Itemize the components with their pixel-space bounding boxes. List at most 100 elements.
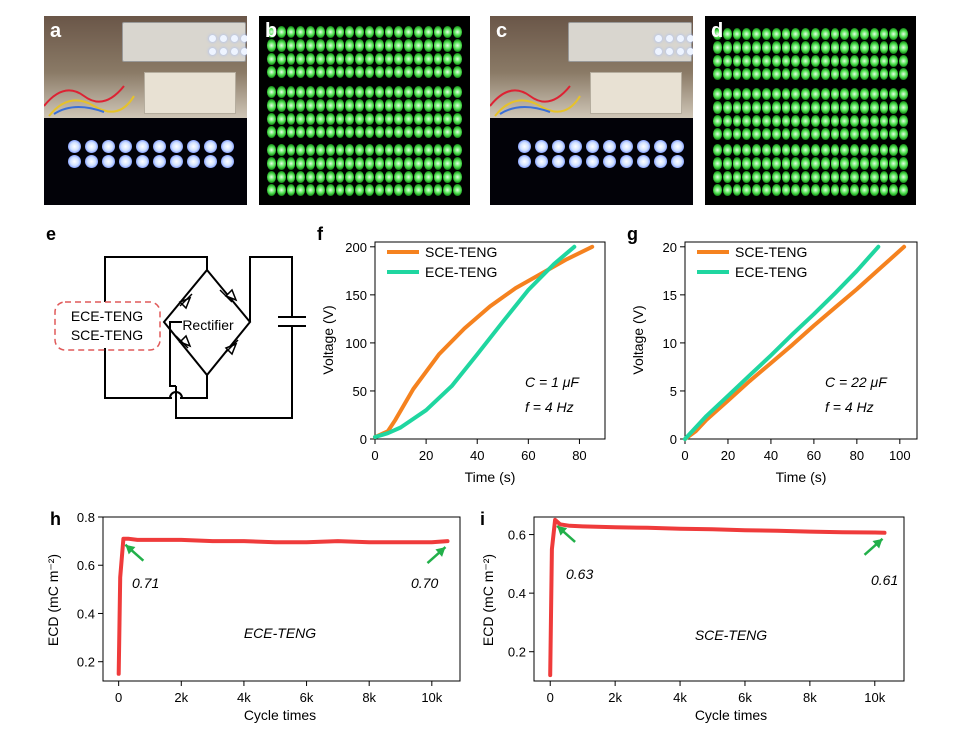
green-led [286,170,296,183]
green-led [433,157,443,170]
green-led [286,157,296,170]
green-led [345,65,355,78]
green-led [365,112,374,125]
green-led [860,157,869,170]
green-led [742,157,752,170]
blue-led [221,155,234,168]
blue-led [620,140,633,153]
green-led [732,101,742,114]
green-led [752,67,761,80]
green-led [325,65,335,78]
green-led [345,86,355,99]
green-led [781,144,791,157]
x-tick-label: 60 [807,448,821,463]
green-led [296,26,306,39]
green-led [869,28,879,41]
green-led [899,144,908,157]
green-led [752,54,761,67]
green-led [820,88,830,101]
green-led [840,41,850,54]
green-led [276,157,286,170]
panel-label-d: d [711,20,724,42]
green-led [296,183,306,196]
green-led [771,28,781,41]
green-led [771,101,781,114]
green-led [374,99,384,112]
blue-led [170,155,183,168]
panel-led [665,35,673,42]
green-led [820,144,830,157]
green-led [365,125,374,138]
green-led [899,157,908,170]
green-led [384,157,394,170]
green-led [443,39,453,52]
green-led [889,114,899,127]
green-led [267,39,276,52]
green-led [384,65,394,78]
green-led [404,99,413,112]
y-tick-label: 0.8 [77,510,95,525]
green-led [879,170,889,183]
blue-led [85,155,98,168]
annotation-f-f: f = 4 Hz [525,399,574,415]
green-led [453,99,462,112]
green-led [732,127,742,140]
green-led [276,112,286,125]
green-led [374,65,384,78]
x-tick-label: 8k [362,690,376,705]
green-led [781,28,791,41]
green-led [850,28,859,41]
green-led [860,28,869,41]
green-led [830,127,840,140]
circuit-teng-label-1: ECE-TENG [71,308,143,324]
green-led [781,183,791,196]
green-led [443,144,453,157]
green-led [296,52,306,65]
photo-setup-a [44,16,247,118]
green-led [365,52,374,65]
photo-panel-d: d [705,16,916,205]
xlabel-i: Cycle times [695,707,767,723]
green-led [276,52,286,65]
green-led [267,144,276,157]
blue-led [569,140,582,153]
green-led [899,67,908,80]
green-led [316,26,325,39]
series-lines-i [548,517,887,678]
x-tick-label: 100 [889,448,911,463]
green-led [801,127,810,140]
green-led [732,114,742,127]
green-led [840,183,850,196]
green-led [374,52,384,65]
green-led [879,114,889,127]
green-led [899,127,908,140]
panel-led [230,35,238,42]
green-led [722,144,732,157]
green-led [762,127,771,140]
green-led [276,65,286,78]
blue-led [671,140,684,153]
green-led [830,157,840,170]
y-tick-label: 0.6 [508,528,526,543]
green-led-row-b1 [267,26,462,78]
green-led [414,144,423,157]
green-led [423,144,433,157]
green-led [713,114,722,127]
green-led [830,88,840,101]
blue-led [518,140,531,153]
green-led [286,112,296,125]
blue-led [569,155,582,168]
green-led [394,157,404,170]
green-led [742,54,752,67]
green-led [355,86,364,99]
x-tick-label: 20 [419,448,433,463]
green-led [732,67,742,80]
axis-ticks-h: 0 2k 4k 6k 8k 10k 0.2 0.4 0.6 0.8 [77,510,443,705]
green-led [345,52,355,65]
green-led [453,125,462,138]
green-led [752,127,761,140]
green-led [276,86,286,99]
blue-led [136,140,149,153]
legend-f: SCE-TENG ECE-TENG [387,244,497,280]
green-led [742,127,752,140]
